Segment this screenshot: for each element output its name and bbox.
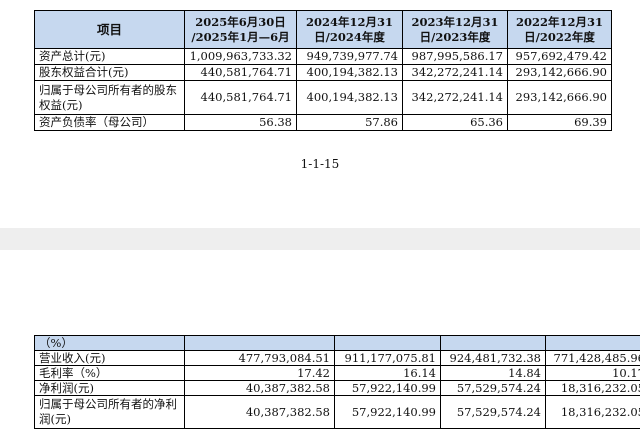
cell-value: 57,529,574.24 <box>440 380 546 396</box>
table-row: 归属于母公司所有者的股东权益(元) 440,581,764.71 400,194… <box>34 80 612 115</box>
cell-value: 949,739,977.74 <box>296 48 403 65</box>
page-number: 1-1-15 <box>300 157 340 171</box>
row-label: 营业收入(元) <box>34 350 185 366</box>
cell-value: 18,316,232.05 <box>545 380 640 396</box>
empty-cell <box>545 335 640 351</box>
cell-value: 56.38 <box>184 114 297 131</box>
header-line: /2025年1月—6月 <box>191 29 290 44</box>
cell-value: 40,387,382.58 <box>184 380 335 396</box>
row-label: 资产总计(元) <box>34 48 185 65</box>
cell-value: 293,142,666.90 <box>507 64 612 81</box>
header-line: 2025年6月30日 <box>195 14 286 29</box>
header-col-2025: 2025年6月30日 /2025年1月—6月 <box>184 10 297 49</box>
cell-value: 1,009,963,733.32 <box>184 48 297 65</box>
cell-value: 440,581,764.71 <box>184 64 297 81</box>
operating-results-table: （%） 营业收入(元) 477,793,084.51 911,177,075.8… <box>34 335 640 429</box>
empty-cell <box>440 335 546 351</box>
cell-value: 911,177,075.81 <box>334 350 441 366</box>
header-line: 日/2024年度 <box>314 29 385 44</box>
table-row: 归属于母公司所有者的净利润(元) 40,387,382.58 57,922,14… <box>34 395 640 429</box>
row-label: 资产负债率（母公司） <box>34 114 185 131</box>
cell-value: 924,481,732.38 <box>440 350 546 366</box>
cell-value: 18,316,232.05 <box>545 395 640 429</box>
row-label: 归属于母公司所有者的股东权益(元) <box>34 80 185 115</box>
row-label: 净利润(元) <box>34 380 185 396</box>
table-row: 资产负债率（母公司） 56.38 57.86 65.36 69.39 <box>34 114 612 131</box>
empty-cell <box>334 335 441 351</box>
cell-value: 440,581,764.71 <box>184 80 297 115</box>
header-line: 2022年12月31 <box>515 14 603 29</box>
header-line: 2024年12月31 <box>305 14 393 29</box>
header-line: 日/2022年度 <box>524 29 595 44</box>
table-row: 资产总计(元) 1,009,963,733.32 949,739,977.74 … <box>34 48 612 65</box>
unit-label: （%） <box>34 335 185 351</box>
cell-value: 69.39 <box>507 114 612 131</box>
cell-value: 987,995,586.17 <box>402 48 508 65</box>
cell-value: 17.42 <box>184 365 335 381</box>
header-item: 项目 <box>34 10 185 49</box>
header-col-2023: 2023年12月31 日/2023年度 <box>402 10 508 49</box>
header-line: 日/2023年度 <box>419 29 491 44</box>
cell-value: 57,922,140.99 <box>334 395 441 429</box>
header-line: 2023年12月31 <box>411 14 499 29</box>
cell-value: 10.17 <box>545 365 640 381</box>
cell-value: 400,194,382.13 <box>296 80 403 115</box>
cell-value: 65.36 <box>402 114 508 131</box>
cell-value: 57,922,140.99 <box>334 380 441 396</box>
cell-value: 293,142,666.90 <box>507 80 612 115</box>
table-header-row: 项目 2025年6月30日 /2025年1月—6月 2024年12月31 日/2… <box>34 10 612 49</box>
cell-value: 477,793,084.51 <box>184 350 335 366</box>
cell-value: 342,272,241.14 <box>402 80 508 115</box>
header-col-2022: 2022年12月31 日/2022年度 <box>507 10 612 49</box>
cell-value: 771,428,485.96 <box>545 350 640 366</box>
cell-value: 342,272,241.14 <box>402 64 508 81</box>
cell-value: 16.14 <box>334 365 441 381</box>
cell-value: 40,387,382.58 <box>184 395 335 429</box>
empty-cell <box>184 335 335 351</box>
unit-row: （%） <box>34 335 640 351</box>
table-row: 净利润(元) 40,387,382.58 57,922,140.99 57,52… <box>34 380 640 396</box>
header-col-2024: 2024年12月31 日/2024年度 <box>296 10 403 49</box>
cell-value: 957,692,479.42 <box>507 48 612 65</box>
financial-summary-table: 项目 2025年6月30日 /2025年1月—6月 2024年12月31 日/2… <box>34 10 612 131</box>
cell-value: 57,529,574.24 <box>440 395 546 429</box>
table-row: 股东权益合计(元) 440,581,764.71 400,194,382.13 … <box>34 64 612 81</box>
row-label: 归属于母公司所有者的净利润(元) <box>34 395 185 429</box>
table-row: 毛利率（%） 17.42 16.14 14.84 10.17 <box>34 365 640 381</box>
row-label: 股东权益合计(元) <box>34 64 185 81</box>
page-separator <box>0 228 640 250</box>
cell-value: 57.86 <box>296 114 403 131</box>
table-row: 营业收入(元) 477,793,084.51 911,177,075.81 92… <box>34 350 640 366</box>
cell-value: 400,194,382.13 <box>296 64 403 81</box>
cell-value: 14.84 <box>440 365 546 381</box>
row-label: 毛利率（%） <box>34 365 185 381</box>
